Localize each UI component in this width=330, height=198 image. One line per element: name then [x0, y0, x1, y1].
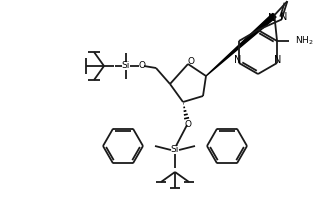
Text: N: N: [268, 13, 275, 23]
Text: O: O: [187, 56, 194, 66]
Text: NH$_2$: NH$_2$: [295, 35, 314, 47]
Text: O: O: [184, 120, 191, 129]
Text: O: O: [139, 61, 146, 69]
Text: N: N: [234, 55, 242, 65]
Text: N: N: [274, 55, 282, 65]
Text: Si: Si: [171, 146, 179, 154]
Text: N: N: [280, 12, 287, 23]
Polygon shape: [206, 13, 276, 76]
Text: Si: Si: [122, 62, 130, 70]
